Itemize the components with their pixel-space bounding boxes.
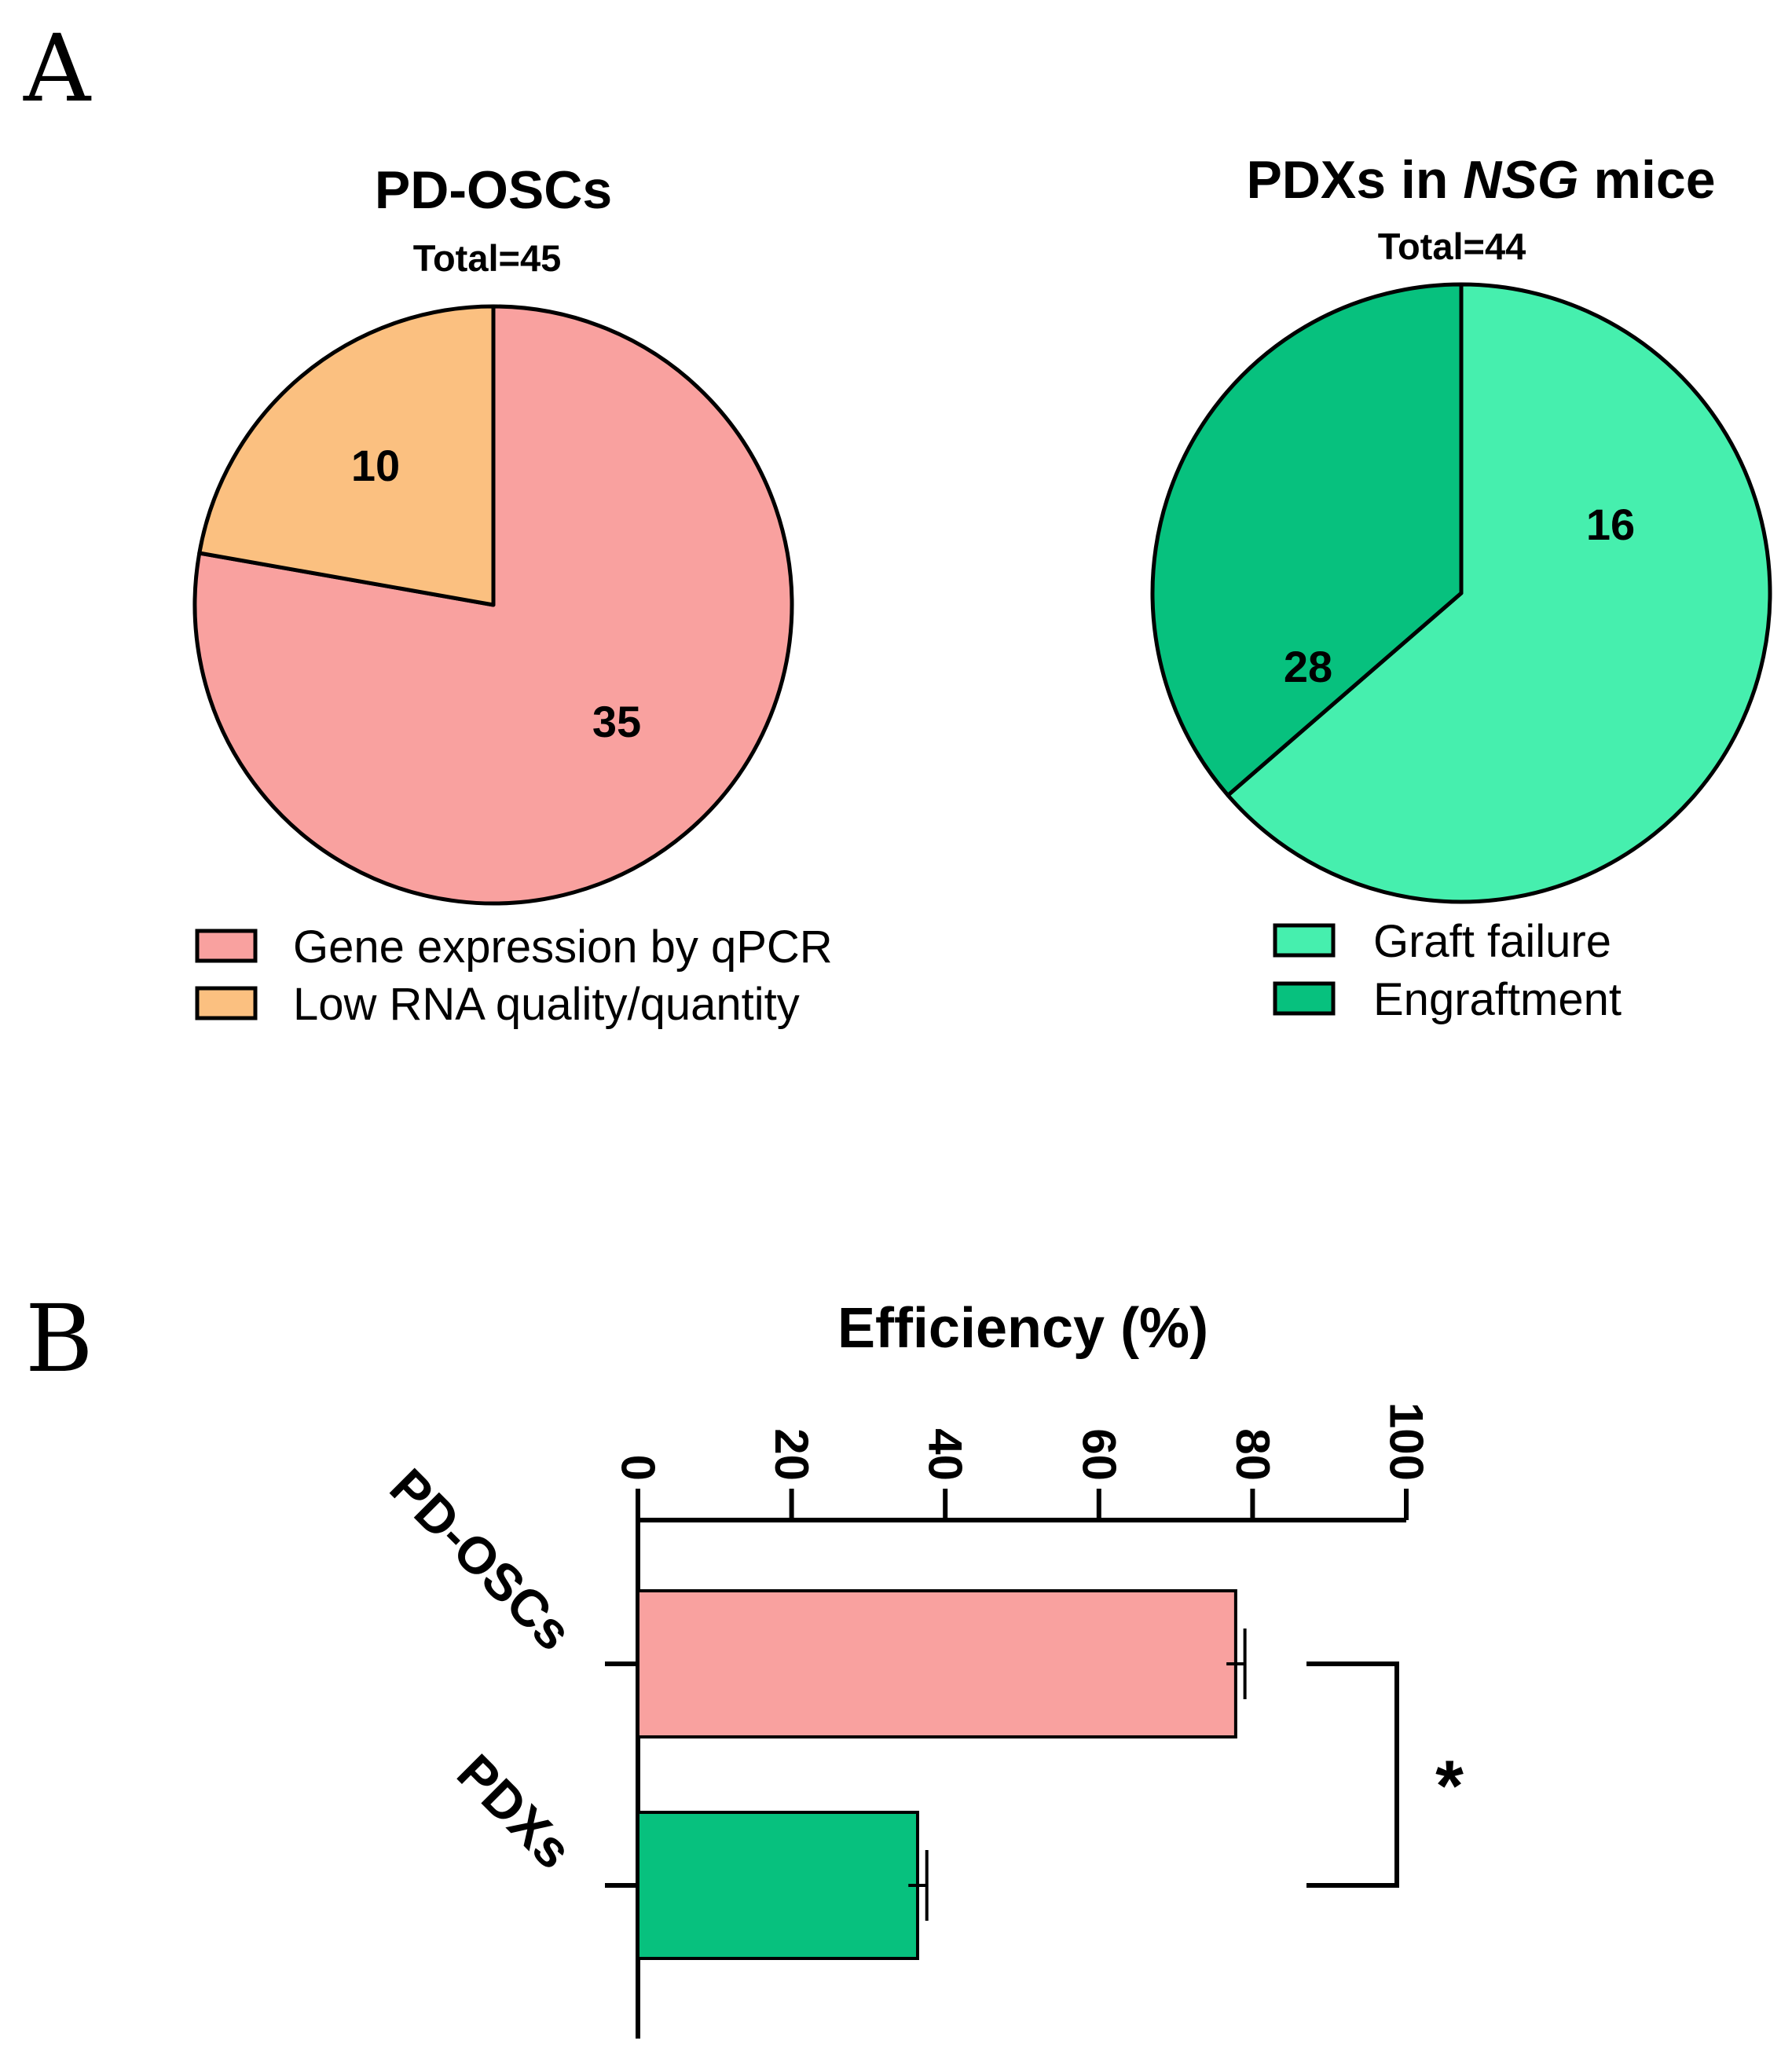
pie2-title-suffix: mice xyxy=(1579,150,1716,210)
pie2-legend: Graft failure Engraftment xyxy=(1273,916,1622,1025)
pie1-legend-label-gene-expression: Gene expression by qPCR xyxy=(293,921,833,973)
bar-pdxs xyxy=(636,1811,919,1960)
panel-label-a: A xyxy=(23,14,92,123)
pie-chart-pdxs: PDXs in NSG mice Total=44 28 16 Graft fa… xyxy=(1150,150,1772,1025)
pie1-total: Total=45 xyxy=(413,237,562,279)
bar-pd-oscs xyxy=(636,1589,1237,1738)
x-tick-label: 0 xyxy=(612,1455,665,1481)
pie2-slice-engraftment xyxy=(1150,282,1464,797)
bar-axis-title: Efficiency (%) xyxy=(837,1297,1208,1360)
pie2-title: PDXs in NSG mice xyxy=(1246,150,1715,210)
pie1-legend: Gene expression by qPCR Low RNA quality/… xyxy=(195,921,833,1030)
x-tick-label: 40 xyxy=(919,1428,972,1481)
pie2-legend-label-graft-failure: Graft failure xyxy=(1373,916,1611,967)
pie2-slice-label-16: 16 xyxy=(1586,500,1635,549)
pie1-slice-gene-expression xyxy=(192,304,794,906)
pie-chart-pd-oscs: PD-OSCs Total=45 35 10 Gene expression b… xyxy=(192,160,833,1030)
pie2-title-italic: NSG xyxy=(1463,150,1578,210)
pie2-legend-swatch-engraftment xyxy=(1273,981,1336,1016)
x-tick-label: 100 xyxy=(1380,1402,1433,1481)
panel-label-b: B xyxy=(25,1284,93,1393)
error-bar-pdxs xyxy=(908,1850,929,1921)
bar-x-axis-ticks: 0 20 40 60 80 100 xyxy=(612,1402,1433,1520)
pie1-legend-swatch-gene-expression xyxy=(195,929,258,963)
pie1-slice-low-rna xyxy=(197,304,496,607)
pie1-slice-label-35: 35 xyxy=(592,697,641,746)
significance-bracket xyxy=(1306,1661,1399,1888)
bar-category-label-pdxs: PDXs xyxy=(446,1743,583,1880)
significance-asterisk: * xyxy=(1435,1746,1464,1826)
bar-chart-efficiency: Efficiency (%) 0 20 40 60 80 100 PD-OSCs PDXs… xyxy=(379,1297,1464,2039)
x-tick-label: 80 xyxy=(1226,1428,1279,1481)
pie2-slice-label-28: 28 xyxy=(1284,642,1332,691)
x-tick-label: 60 xyxy=(1072,1428,1125,1481)
pie2-legend-swatch-graft-failure xyxy=(1273,923,1336,958)
pie1-slice-label-10: 10 xyxy=(351,441,400,490)
pie1-title: PD-OSCs xyxy=(375,160,612,220)
pie2-slice-graft-failure xyxy=(1226,282,1772,904)
x-tick-label: 20 xyxy=(765,1428,818,1481)
pie2-legend-label-engraftment: Engraftment xyxy=(1373,974,1622,1025)
error-bar-pd-oscs xyxy=(1226,1629,1247,1699)
bar-category-label-pd-oscs: PD-OSCs xyxy=(379,1457,584,1661)
pie2-title-prefix: PDXs in xyxy=(1246,150,1463,210)
pie1-legend-swatch-low-rna xyxy=(195,986,258,1020)
pie2-total: Total=44 xyxy=(1378,225,1526,267)
pie1-legend-label-low-rna: Low RNA quality/quantity xyxy=(293,979,800,1030)
